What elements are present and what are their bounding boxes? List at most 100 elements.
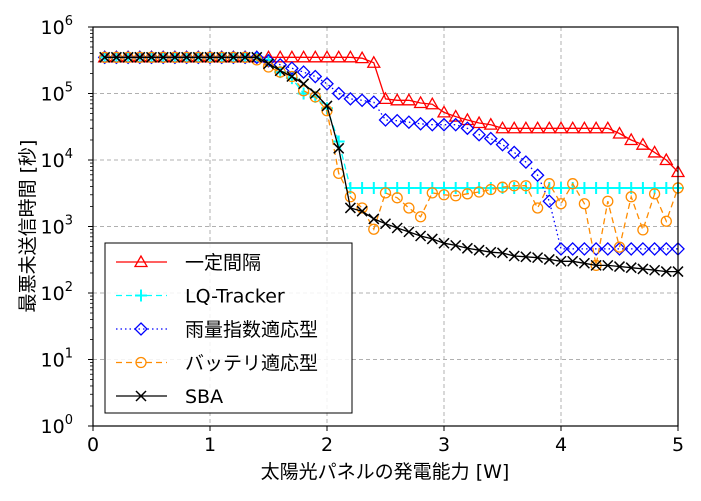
data-point — [567, 255, 579, 267]
data-point — [600, 120, 615, 134]
data-point — [553, 120, 569, 134]
data-point — [448, 109, 463, 122]
data-point — [367, 181, 380, 194]
data-point — [332, 135, 345, 148]
data-point — [110, 51, 122, 63]
y-tick-label: 102 — [41, 280, 73, 305]
data-point — [450, 190, 462, 202]
data-point — [297, 85, 310, 97]
y-tick-label: 104 — [41, 147, 73, 172]
legend-entry: LQ-Tracker — [116, 286, 285, 308]
data-point — [590, 259, 602, 271]
data-point — [555, 255, 567, 267]
data-point — [565, 242, 580, 256]
x-tick-label: 1 — [204, 434, 216, 456]
data-point — [565, 120, 580, 134]
legend-label: 一定間隔 — [185, 252, 261, 274]
y-tick-label: 103 — [41, 214, 73, 239]
data-point — [625, 262, 637, 274]
data-point — [274, 66, 286, 78]
x-axis-label: 太陽光パネルの発電能力 [W] — [261, 461, 510, 483]
data-point — [356, 181, 369, 194]
legend-label: SBA — [185, 386, 223, 408]
data-point — [518, 155, 533, 170]
data-point — [508, 250, 520, 262]
data-point — [636, 181, 649, 194]
data-point — [298, 78, 310, 90]
data-point — [612, 126, 627, 139]
data-point — [145, 51, 158, 63]
data-point — [613, 181, 626, 194]
data-point — [472, 127, 487, 142]
data-point — [660, 215, 672, 227]
data-point — [542, 120, 557, 134]
data-point — [589, 242, 604, 256]
data-point — [647, 145, 662, 158]
series-line — [104, 56, 678, 250]
legend-label: バッテリ適応型 — [185, 353, 318, 375]
data-point — [308, 69, 323, 84]
data-point — [588, 120, 604, 134]
data-point — [555, 181, 567, 194]
data-point — [319, 50, 335, 63]
data-point — [391, 181, 404, 194]
data-point — [590, 181, 603, 194]
data-point — [192, 51, 204, 63]
data-point — [355, 93, 370, 108]
y-tick-label: 106 — [41, 14, 73, 39]
data-point — [354, 50, 370, 64]
data-point — [555, 198, 567, 210]
x-tick-label: 4 — [555, 434, 567, 456]
x-tick-label: 2 — [321, 434, 333, 456]
data-point — [308, 50, 323, 63]
data-point — [344, 191, 357, 203]
data-point — [624, 242, 639, 256]
data-point — [390, 92, 405, 106]
data-point — [518, 120, 534, 134]
series-group — [97, 50, 686, 278]
data-point — [401, 115, 416, 130]
data-point — [624, 132, 639, 146]
data-point — [448, 117, 463, 132]
data-point — [461, 181, 474, 194]
data-point — [648, 181, 661, 194]
data-point — [204, 51, 216, 63]
data-point — [169, 51, 181, 63]
legend-marker — [135, 289, 147, 302]
data-point — [473, 244, 485, 256]
data-point — [426, 187, 438, 199]
data-point — [485, 246, 497, 258]
data-point — [613, 261, 626, 273]
data-point — [530, 168, 545, 183]
data-point — [286, 70, 298, 83]
series-5 — [99, 51, 684, 278]
data-point — [531, 181, 544, 194]
y-tick-label: 100 — [41, 413, 73, 438]
data-point — [635, 137, 651, 150]
data-point — [461, 242, 473, 254]
data-point — [543, 178, 555, 190]
data-point — [368, 213, 380, 225]
data-point — [483, 131, 498, 146]
legend-entry: 一定間隔 — [116, 252, 261, 274]
axis-ticks: 0 1 2 3 4 5 100 101 102 103 104 105 106 — [41, 14, 685, 456]
data-point — [507, 145, 522, 160]
data-point — [612, 242, 627, 256]
data-point — [309, 91, 321, 103]
data-point — [391, 192, 403, 204]
data-point — [309, 87, 321, 100]
data-point — [274, 65, 286, 77]
data-point — [471, 115, 487, 129]
data-point — [483, 117, 498, 130]
data-point — [343, 91, 358, 106]
data-point — [495, 120, 510, 134]
data-point — [403, 202, 415, 214]
data-point — [647, 242, 662, 256]
data-point — [333, 142, 345, 154]
series-line — [104, 56, 678, 273]
data-point — [378, 113, 393, 127]
data-point — [495, 137, 510, 152]
data-point — [460, 121, 475, 136]
data-point — [659, 152, 674, 166]
